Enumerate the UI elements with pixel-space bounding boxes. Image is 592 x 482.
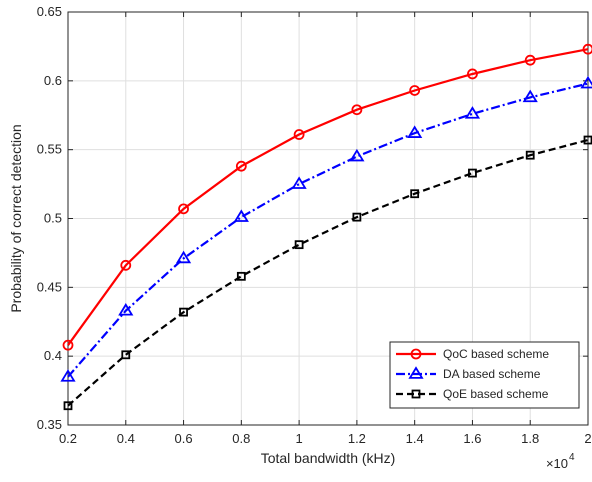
legend-label: QoC based scheme [443, 347, 549, 361]
x-tick-label: 0.2 [59, 431, 77, 446]
y-axis-title: Probability of correct detection [8, 124, 24, 312]
legend-label: QoE based scheme [443, 387, 549, 401]
x-axis-title: Total bandwidth (kHz) [261, 450, 396, 466]
x-tick-label: 0.8 [232, 431, 250, 446]
x-axis-multiplier-exponent: 4 [569, 452, 575, 463]
y-tick-label: 0.55 [37, 142, 62, 157]
y-tick-label: 0.45 [37, 279, 62, 294]
x-tick-label: 1.8 [521, 431, 539, 446]
x-tick-label: 0.4 [117, 431, 135, 446]
y-tick-label: 0.5 [44, 211, 62, 226]
x-tick-label: 1.4 [406, 431, 424, 446]
x-axis-multiplier: ×10 [546, 456, 568, 471]
x-tick-label: 1 [295, 431, 302, 446]
x-tick-label: 2 [584, 431, 591, 446]
x-tick-label: 1.2 [348, 431, 366, 446]
x-tick-label: 0.6 [175, 431, 193, 446]
y-tick-label: 0.6 [44, 73, 62, 88]
legend-label: DA based scheme [443, 367, 541, 381]
y-tick-label: 0.4 [44, 348, 62, 363]
x-tick-label: 1.6 [463, 431, 481, 446]
legend: QoC based scheme DA based scheme QoE based… [390, 342, 579, 408]
y-tick-label: 0.35 [37, 417, 62, 432]
y-tick-label: 0.65 [37, 4, 62, 19]
